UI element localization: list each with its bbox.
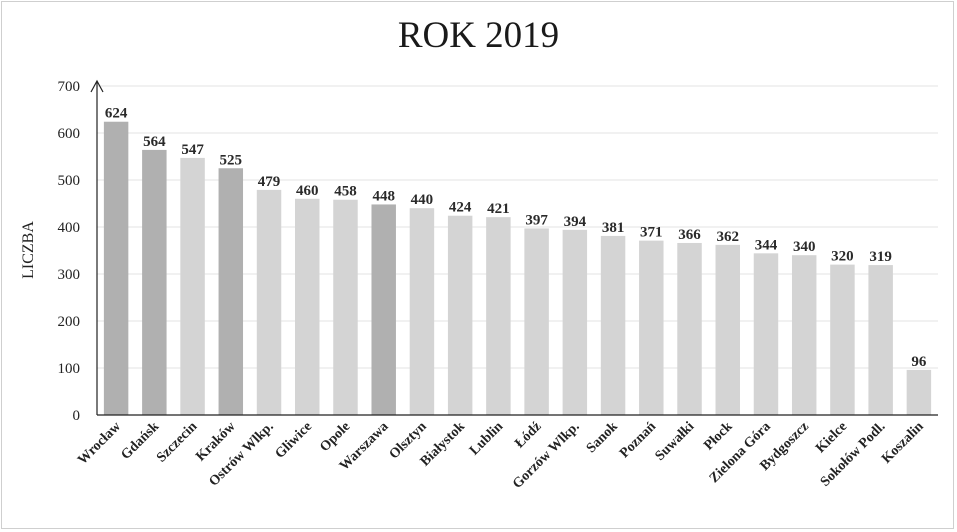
data-label: 440	[411, 192, 434, 208]
data-label: 96	[911, 354, 927, 370]
data-label: 424	[449, 200, 472, 216]
bar	[639, 240, 664, 415]
bar	[562, 229, 588, 415]
axes	[90, 79, 938, 416]
bar	[906, 369, 932, 415]
bar	[180, 157, 205, 415]
y-tick-label: 200	[58, 314, 81, 330]
data-label: 340	[793, 239, 816, 255]
y-tick-label: 0	[73, 408, 81, 424]
data-label: 421	[487, 201, 510, 217]
bar	[868, 265, 893, 415]
x-tick-label: Gliwice	[273, 419, 316, 462]
y-tick-label: 300	[58, 267, 81, 283]
bar	[447, 215, 473, 415]
data-label: 564	[143, 134, 166, 150]
data-label: 479	[258, 174, 281, 190]
bar	[486, 217, 511, 415]
y-tick-label: 400	[58, 220, 81, 236]
bar	[715, 244, 740, 415]
bar	[333, 199, 358, 415]
bar	[830, 264, 855, 415]
data-label: 624	[105, 106, 128, 122]
x-tick-label: Opole	[317, 419, 353, 455]
data-label: 525	[220, 152, 243, 168]
data-label: 320	[831, 249, 854, 265]
data-label: 397	[525, 212, 548, 228]
x-tick-label: Łódź	[512, 419, 544, 451]
bar	[753, 253, 779, 415]
bar	[409, 208, 435, 415]
y-axis-arrow	[90, 79, 104, 93]
bar	[677, 242, 702, 415]
y-axis-title: LICZBA	[20, 221, 37, 279]
bar	[524, 228, 549, 415]
x-tick-label: Kielce	[813, 419, 850, 456]
data-label: 319	[869, 249, 892, 265]
x-tick-label: Płock	[701, 419, 735, 453]
data-label: 366	[678, 227, 701, 243]
y-tick-label: 600	[58, 126, 81, 142]
bar	[600, 235, 626, 415]
data-label: 547	[181, 142, 204, 158]
x-tick-label: Wrocław	[75, 419, 124, 468]
data-label: 448	[372, 188, 395, 204]
y-tick-label: 100	[58, 361, 81, 377]
bar	[371, 204, 396, 415]
bar	[103, 121, 129, 415]
data-label: 344	[755, 237, 778, 253]
x-tick-label: Koszalin	[879, 419, 927, 467]
x-tick-label: Suwałki	[653, 419, 698, 464]
bar	[218, 168, 244, 415]
bars	[103, 121, 932, 416]
x-tick-label: Lublin	[467, 419, 506, 458]
bar	[295, 198, 320, 415]
data-label: 460	[296, 183, 319, 199]
data-label: 362	[717, 229, 740, 245]
chart-title: ROK 2019	[397, 15, 560, 56]
data-label: 394	[564, 214, 587, 230]
data-label: 381	[602, 220, 625, 236]
bar	[791, 255, 817, 415]
data-label: 458	[334, 184, 357, 200]
x-tick-label: Gorzów Wlkp.	[510, 419, 583, 492]
bar	[256, 189, 282, 415]
x-tick-label: Sanok	[584, 419, 621, 456]
y-tick-label: 500	[58, 173, 81, 189]
bar	[142, 149, 167, 416]
x-tick-label: Szczecin	[154, 419, 200, 465]
y-tick-label: 700	[58, 79, 81, 95]
data-label: 371	[640, 225, 663, 241]
